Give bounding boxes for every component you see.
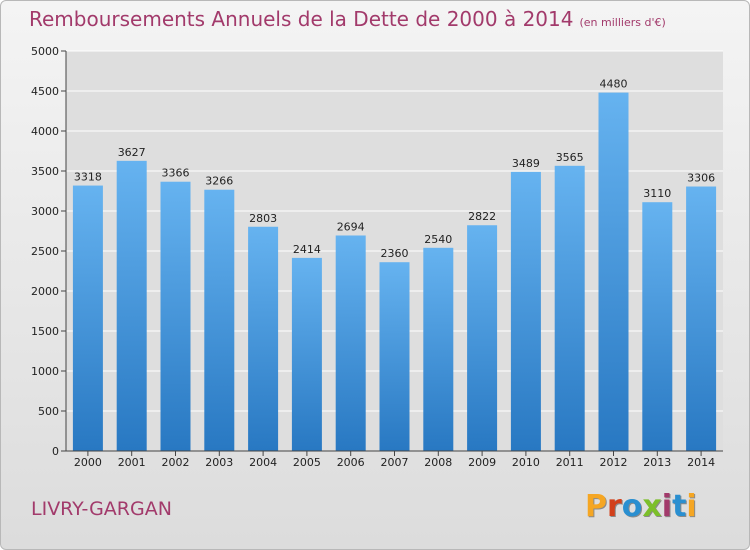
data-labels: 3318 3627 3366 3266 2803 2414 2694 2360 2540 2822… (74, 78, 715, 261)
bar-2007 (379, 262, 410, 451)
x-tick-label-2013: 2013 (643, 456, 671, 469)
data-label-2012: 4480 (600, 78, 628, 91)
bar-2013 (642, 202, 673, 451)
y-tick-label: 3000 (31, 205, 59, 218)
data-label-2010: 3489 (512, 157, 540, 170)
data-label-2004: 2803 (249, 212, 277, 225)
axes: 0 500 1000 1500 2000 2500 3000 3500 4000 4500 5000… (31, 45, 723, 469)
y-tick-label: 2500 (31, 245, 59, 258)
chart-title: Remboursements Annuels de la Dette de 20… (29, 7, 666, 31)
y-tick-label: 3500 (31, 165, 59, 178)
bar-2012 (598, 92, 629, 451)
data-label-2007: 2360 (381, 247, 409, 260)
data-label-2003: 3266 (205, 175, 233, 188)
y-tick-label: 500 (38, 405, 59, 418)
x-tick-label-2006: 2006 (337, 456, 365, 469)
x-tick-label-2007: 2007 (381, 456, 409, 469)
bar-2004 (248, 226, 279, 451)
data-label-2000: 3318 (74, 171, 102, 184)
y-tick-label: 1500 (31, 325, 59, 338)
bar-2001 (116, 160, 147, 451)
city-name: LIVRY-GARGAN (31, 498, 172, 520)
chart-subtitle: (en milliers d'€) (579, 16, 666, 29)
bar-2008 (423, 247, 454, 451)
bar-2000 (72, 185, 103, 451)
x-tick-label-2002: 2002 (162, 456, 190, 469)
data-label-2011: 3565 (556, 151, 584, 164)
data-label-2005: 2414 (293, 243, 321, 256)
y-tick-label: 5000 (31, 45, 59, 58)
x-tick-label-2010: 2010 (512, 456, 540, 469)
x-tick-label-2009: 2009 (468, 456, 496, 469)
x-tick-label-2012: 2012 (600, 456, 628, 469)
bar-2002 (160, 181, 191, 451)
data-label-2013: 3110 (643, 187, 671, 200)
x-tick-label-2000: 2000 (74, 456, 102, 469)
data-label-2002: 3366 (162, 167, 190, 180)
data-label-2009: 2822 (468, 210, 496, 223)
bar-2005 (291, 257, 322, 451)
bars (72, 92, 717, 452)
data-label-2006: 2694 (337, 220, 365, 233)
bar-2014 (686, 186, 717, 451)
bar-2011 (554, 165, 585, 452)
y-tick-label: 1000 (31, 365, 59, 378)
x-tick-label-2011: 2011 (556, 456, 584, 469)
bar-2006 (335, 235, 366, 451)
proxiti-logo: Proxiti (585, 489, 697, 524)
bar-2010 (510, 171, 541, 451)
x-tick-label-2004: 2004 (249, 456, 277, 469)
data-label-2014: 3306 (687, 172, 715, 185)
x-tick-label-2014: 2014 (687, 456, 715, 469)
x-tick-label-2003: 2003 (205, 456, 233, 469)
x-tick-label-2001: 2001 (118, 456, 146, 469)
data-label-2001: 3627 (118, 146, 146, 159)
bar-2003 (204, 189, 235, 451)
y-tick-label: 2000 (31, 285, 59, 298)
bar-2009 (467, 225, 498, 451)
y-tick-label: 4500 (31, 85, 59, 98)
y-tick-label: 0 (52, 445, 59, 458)
x-tick-label-2008: 2008 (424, 456, 452, 469)
x-tick-label-2005: 2005 (293, 456, 321, 469)
data-label-2008: 2540 (424, 233, 452, 246)
y-tick-label: 4000 (31, 125, 59, 138)
